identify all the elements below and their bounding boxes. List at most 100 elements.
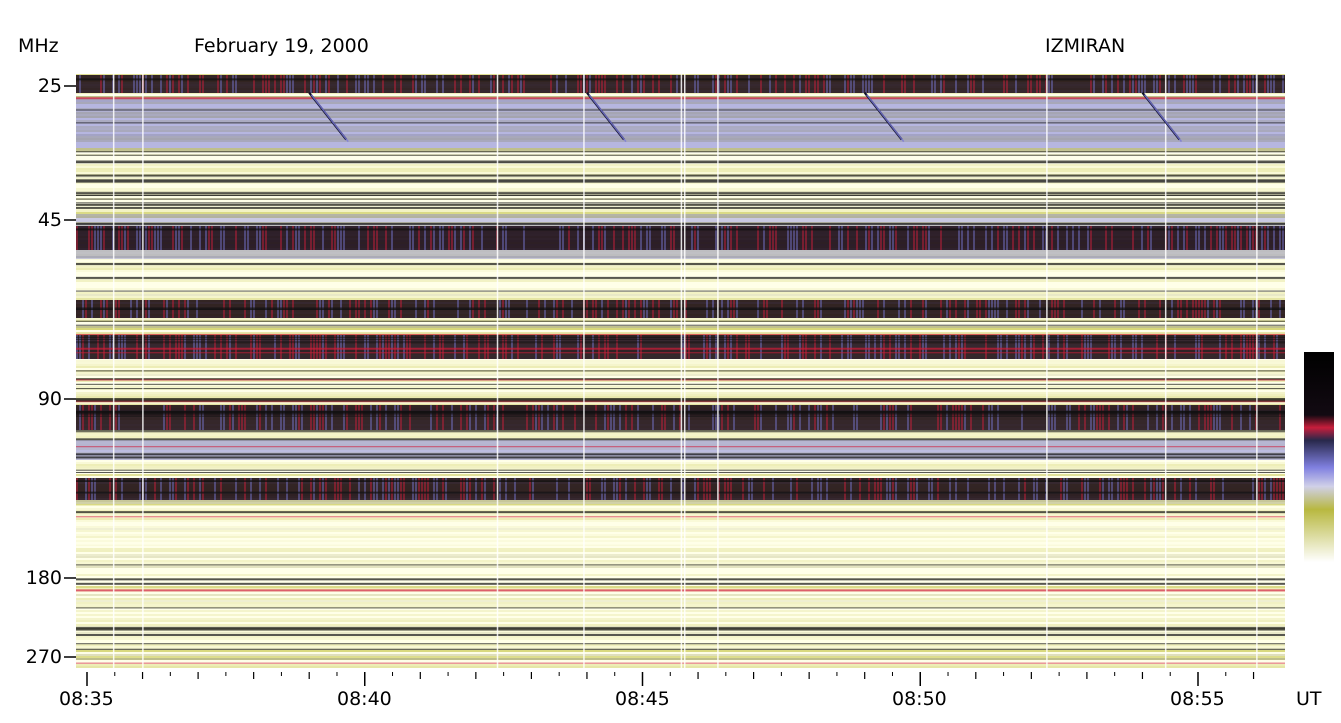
band-texture [1282,75,1284,93]
band-texture [598,75,600,93]
band-texture [814,335,816,359]
band-texture [709,478,711,500]
band-texture [289,75,291,93]
band-texture [694,75,696,93]
band-texture [421,75,423,93]
freq-tick-label: 45 [37,209,62,231]
band-texture [241,405,243,430]
band-texture [205,335,207,359]
band-texture [325,75,327,93]
band-texture [928,226,930,250]
band-texture [358,226,360,250]
band-texture [94,226,96,250]
band-texture [1198,335,1200,359]
band-texture [613,226,615,250]
band-texture [292,405,294,430]
band-texture [343,405,345,430]
spectrum-row [76,660,1285,662]
band-texture [760,335,762,359]
interference-line [76,324,1285,326]
band-texture [961,335,963,359]
band-texture [394,478,396,500]
data-gap [680,74,683,668]
band-texture [1180,405,1182,430]
band-texture [1003,75,1005,93]
band-texture [454,226,456,250]
band-texture [1024,478,1026,500]
band-texture [1249,335,1251,359]
band-texture [745,335,747,359]
band-texture [1030,335,1032,359]
band-texture [304,75,306,93]
colorbar [1304,352,1334,562]
time-tick-label: 08:35 [59,688,114,710]
band-texture [1231,335,1233,359]
band-texture [727,405,729,430]
band-texture [409,405,411,430]
band-texture [391,478,393,500]
band-texture [136,226,138,250]
band-texture [298,478,300,500]
band-texture [229,335,231,359]
band-texture [937,405,939,430]
band-texture [562,226,564,250]
spectrum-row [76,500,1285,502]
band-texture [505,478,507,500]
band-texture [1225,226,1227,250]
band-texture [337,335,339,359]
band-texture [292,335,294,359]
band-texture [604,226,606,250]
band-texture [640,75,642,93]
band-texture [859,478,861,500]
band-texture [970,75,972,93]
data-gap [683,74,686,668]
band-texture [1102,75,1104,93]
band-texture [568,226,570,250]
band-texture [256,335,258,359]
interference-line [76,191,1285,193]
band-texture [856,226,858,250]
interference-line [76,320,1285,322]
interference-line [76,383,1285,385]
band-texture [346,405,348,430]
observatory-label: IZMIRAN [1045,35,1126,57]
band-texture [1225,335,1227,359]
spectrum-row [76,214,1285,216]
band-texture [1048,75,1050,93]
band-texture [736,226,738,250]
band-texture [910,405,912,430]
band-texture [820,405,822,430]
band-texture [1234,226,1236,250]
band-texture [637,75,639,93]
band-texture [430,226,432,250]
band-texture [340,478,342,500]
band-texture [442,226,444,250]
band-texture [172,226,174,250]
band-texture [919,335,921,359]
band-texture [400,75,402,93]
interference-line [76,78,1285,81]
band-texture [217,75,219,93]
band-texture [586,75,588,93]
band-texture [1111,226,1113,250]
spectrum-row [76,474,1285,476]
band-texture [724,335,726,359]
band-texture [625,405,627,430]
band-texture [160,478,162,500]
band-texture [391,226,393,250]
band-texture [1153,75,1155,93]
band-texture [670,478,672,500]
spectrum-row [76,326,1285,328]
interference-line [76,456,1285,459]
band-texture [907,405,909,430]
band-texture [238,405,240,430]
band-texture [1018,478,1020,500]
band-texture [313,75,315,93]
band-texture [760,75,762,93]
band-texture [619,478,621,500]
band-texture [484,405,486,430]
band-texture [517,335,519,359]
band-texture [1282,226,1284,250]
band-texture [1252,335,1254,359]
band-texture [967,478,969,500]
